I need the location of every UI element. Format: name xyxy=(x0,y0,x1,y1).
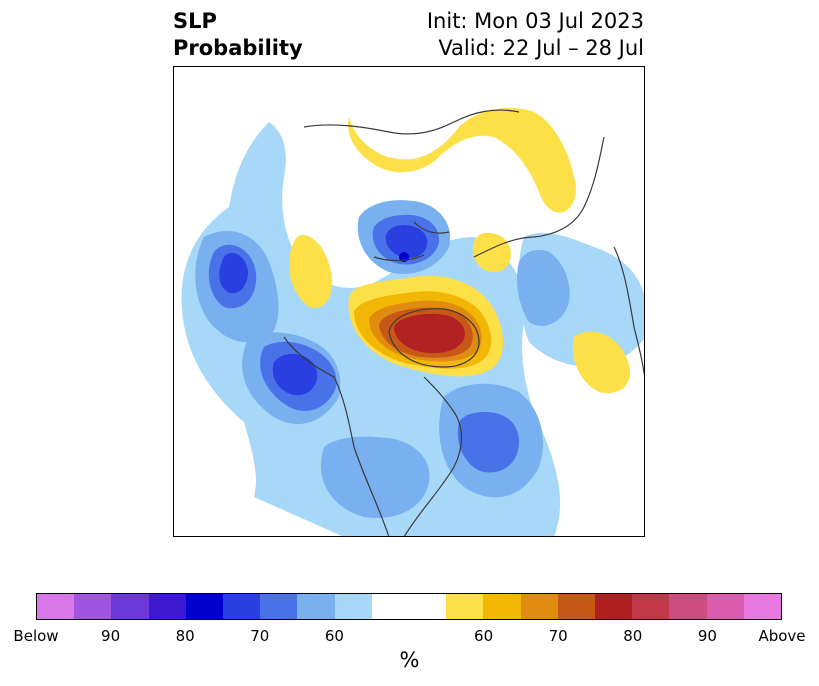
red-greenland-core xyxy=(394,313,465,354)
colorbar-segment xyxy=(297,594,335,619)
colorbar-segment xyxy=(743,594,782,619)
colorbar-tick-label: 80 xyxy=(175,627,195,645)
colorbar-segment xyxy=(669,594,707,619)
probability-map xyxy=(181,107,644,536)
north-america-coastline xyxy=(283,336,463,536)
colorbar-segment xyxy=(632,594,670,619)
colorbar-segment xyxy=(260,594,298,619)
colorbar-tick-label: 70 xyxy=(548,627,568,645)
colorbar-segment xyxy=(185,594,224,619)
yellow-west-arctic xyxy=(289,235,333,308)
colorbar-unit-label: % xyxy=(399,648,420,672)
colorbar-tick-label: 60 xyxy=(474,627,494,645)
colorbar-tick-label: 90 xyxy=(101,627,121,645)
colorbar-tick-label: 80 xyxy=(623,627,643,645)
colorbar-tick-label: 60 xyxy=(324,627,344,645)
colorbar-segment xyxy=(74,594,112,619)
colorbar-tick-label: 90 xyxy=(697,627,717,645)
coastlines-and-borders xyxy=(283,109,644,536)
colorbar-segment xyxy=(37,594,75,619)
colorbar-segment xyxy=(371,594,447,619)
colorbar xyxy=(36,593,782,620)
colorbar-tick-label: 70 xyxy=(250,627,270,645)
title-variable: SLP xyxy=(173,9,217,33)
medium-blue-scandinavia xyxy=(517,250,570,326)
title-type: Probability xyxy=(173,36,303,60)
siberia-coastline xyxy=(303,109,520,135)
map-panel xyxy=(173,66,645,537)
yellow-scandinavia xyxy=(472,232,511,272)
yellow-siberia xyxy=(348,107,576,213)
greenland-coastline xyxy=(388,308,480,368)
colorbar-segment xyxy=(446,594,484,619)
colorbar-segment xyxy=(483,594,521,619)
eurasia-coastline xyxy=(473,136,644,377)
blue-atlantic xyxy=(457,412,519,473)
colorbar-tick-label: Above xyxy=(758,627,806,645)
medium-blue-us xyxy=(320,436,430,518)
colorbar-segment xyxy=(111,594,149,619)
yellow-europe xyxy=(572,331,630,394)
colorbar-segment xyxy=(706,594,744,619)
map-title-right: Init: Mon 03 Jul 2023 Valid: 22 Jul – 28… xyxy=(427,8,644,62)
valid-range: Valid: 22 Jul – 28 Jul xyxy=(438,36,644,60)
map-title-left: SLP Probability xyxy=(173,8,303,62)
dark-blue-kamchatka xyxy=(219,252,248,294)
colorbar-segment xyxy=(334,594,372,619)
colorbar-tick-label: Below xyxy=(13,627,59,645)
colorbar-segment xyxy=(595,594,633,619)
yellow-red-above-normal-shading xyxy=(289,107,630,394)
dark-blue-alaska xyxy=(272,353,318,396)
colorbar-segment xyxy=(223,594,261,619)
arctic-islands xyxy=(373,221,450,262)
init-date: Init: Mon 03 Jul 2023 xyxy=(426,9,644,33)
colorbar-segment xyxy=(557,594,596,619)
colorbar-segment xyxy=(520,594,558,619)
colorbar-segment xyxy=(148,594,186,619)
dark-blue-arctic xyxy=(385,225,428,258)
